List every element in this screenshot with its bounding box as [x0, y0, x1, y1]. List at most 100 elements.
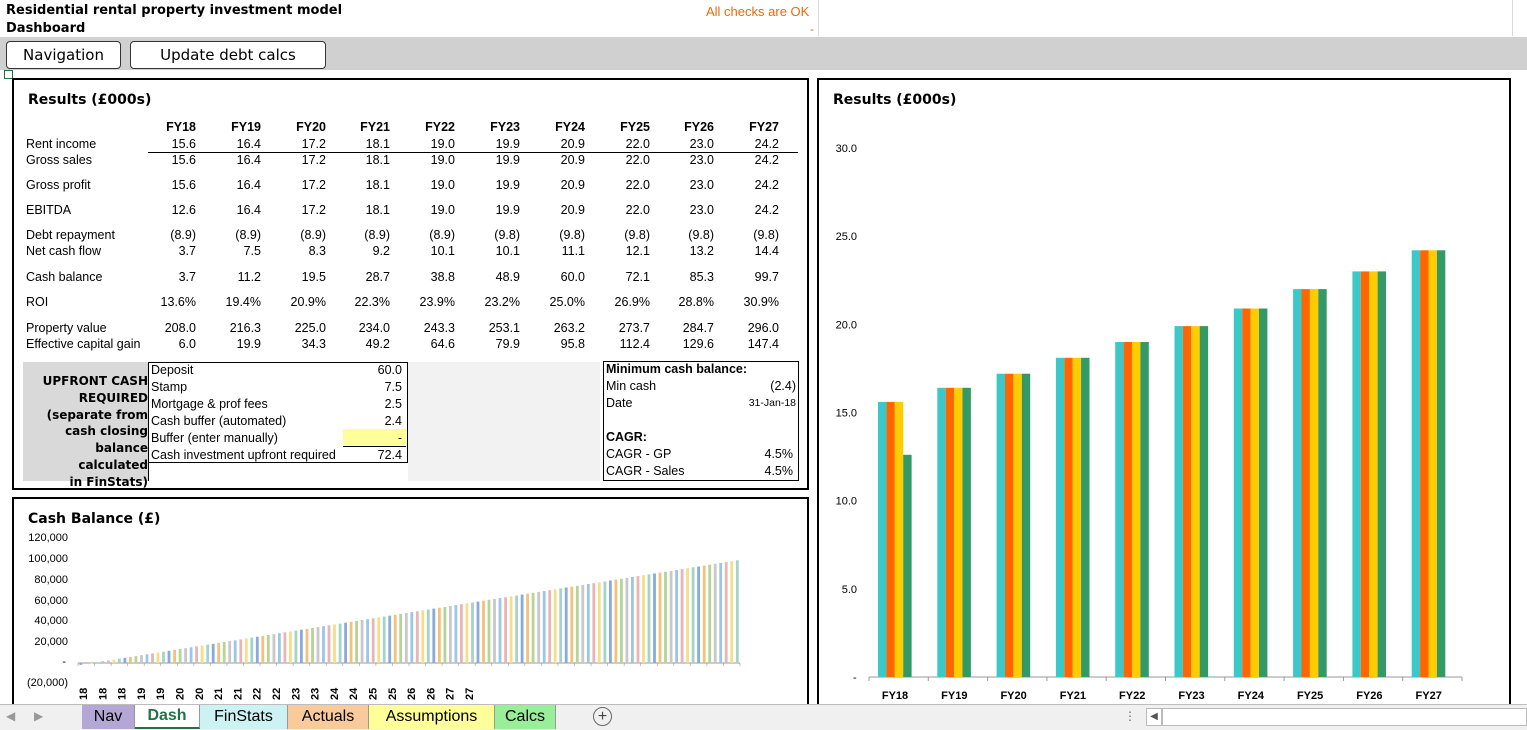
row-label: ROI [26, 295, 49, 309]
table-cell: 20.9 [560, 153, 585, 167]
cash-y-tick: - [62, 656, 66, 668]
table-cell: 3.7 [178, 244, 196, 258]
table-cell: (8.9) [429, 228, 455, 242]
bar-mark [1115, 342, 1124, 677]
table-cell: 10.1 [430, 244, 455, 258]
table-cell: 9.2 [372, 244, 390, 258]
table-cell: 60.0 [560, 270, 585, 284]
bar-mark [945, 387, 955, 677]
total-line [343, 446, 406, 447]
upfront-gap-bg [408, 362, 600, 481]
table-cell: 22.0 [625, 137, 650, 151]
cash-bar [531, 592, 535, 663]
bar-mark [894, 401, 904, 677]
year-header: FY21 [360, 120, 390, 134]
table-cell: 3.7 [178, 270, 196, 284]
results-bar-chart: 30.0 25.0 20.0 15.0 10.0 5.0 - FY18 FY19 FY20 FY21… [836, 143, 1463, 702]
table-cell: 24.2 [754, 137, 779, 151]
table-cell: 243.3 [423, 321, 455, 335]
cash-bar [360, 620, 364, 663]
cash-bar [520, 594, 524, 663]
scroll-right-icon[interactable]: ▶ [34, 709, 44, 723]
table-cell: 16.4 [236, 203, 261, 217]
bar-mark [996, 373, 1005, 677]
buffer-input[interactable] [343, 429, 406, 445]
upfront-item-value[interactable]: - [397, 431, 402, 445]
table-cell: 24.2 [754, 178, 779, 192]
cash-bar [366, 619, 369, 663]
scroll-left-icon[interactable]: ◀ [6, 709, 16, 723]
cash-y-tick: 100,000 [28, 553, 68, 565]
cash-x-tick-label: 20 [194, 688, 206, 700]
year-header: FY22 [425, 120, 455, 134]
tab-assumptions[interactable]: Assumptions [369, 705, 495, 729]
table-cell: 19.9 [495, 178, 520, 192]
cash-bar [261, 635, 265, 663]
mincash-box [603, 361, 799, 481]
table-cell: 19.4% [225, 295, 261, 309]
cash-bar [189, 647, 193, 663]
cash-bar [206, 644, 210, 663]
table-cell: 16.4 [236, 178, 261, 192]
cash-bar [344, 622, 347, 663]
bar-mark [1174, 326, 1183, 677]
cash-bar [167, 650, 171, 663]
cash-x-tick-label: 18 [78, 688, 90, 700]
tab-calcs[interactable]: Calcs [495, 705, 556, 729]
add-sheet-icon[interactable]: + [593, 707, 612, 726]
upfront-heading-line: cash closing [65, 424, 148, 439]
table-cell: 18.1 [365, 153, 390, 167]
table-cell: (8.9) [364, 228, 390, 242]
resize-handle-icon[interactable]: ⋮ [1124, 709, 1136, 723]
cash-bar [509, 596, 513, 663]
selected-cell[interactable] [4, 70, 13, 79]
table-cell: 38.8 [430, 270, 455, 284]
year-header: FY23 [490, 120, 520, 134]
cash-bar [327, 625, 331, 663]
cash-y-tick: 80,000 [34, 574, 68, 586]
hscroll-left-icon[interactable]: ◀ [1146, 708, 1162, 726]
tab-finstats[interactable]: FinStats [200, 705, 288, 729]
cash-x-tick-label: 19 [155, 688, 167, 700]
cash-bar [239, 639, 243, 663]
table-cell: 18.1 [365, 203, 390, 217]
cash-x-tick-label: 26 [406, 688, 418, 700]
table-cell: 34.3 [301, 337, 326, 351]
cash-bar [272, 634, 276, 663]
cash-bar [548, 590, 552, 663]
bar-mark [1072, 357, 1082, 677]
cash-bar [642, 575, 645, 663]
cash-bar [609, 580, 612, 663]
table-cell: 6.0 [178, 337, 196, 351]
cagr-sales-value: 4.5% [764, 464, 794, 478]
tab-dash[interactable]: Dash [135, 705, 200, 729]
table-cell: 19.5 [301, 270, 326, 284]
cash-bar [278, 633, 281, 663]
bar-mark [903, 454, 912, 677]
bar-mark [1377, 271, 1386, 677]
upfront-item-label: Deposit [151, 363, 194, 377]
cash-bar [553, 589, 557, 663]
cash-bar [151, 653, 154, 663]
mincash-value: (2.4) [770, 379, 796, 393]
update-debt-calcs-button[interactable]: Update debt calcs [130, 41, 326, 69]
results-chart-panel [817, 78, 1511, 712]
tab-actuals[interactable]: Actuals [288, 705, 369, 729]
cash-bar [311, 628, 314, 663]
checks-value: - [810, 22, 814, 36]
cash-bar [631, 577, 634, 663]
tab-nav[interactable]: Nav [82, 705, 135, 729]
cash-bar [255, 636, 259, 663]
year-header: FY27 [749, 120, 779, 134]
table-cell: 19.0 [430, 153, 455, 167]
table-cell: 18.1 [365, 178, 390, 192]
horizontal-scrollbar[interactable] [1162, 708, 1527, 726]
bar-mark [878, 401, 887, 677]
table-cell: 14.4 [754, 244, 779, 258]
cash-bar [443, 606, 447, 663]
cash-bar [393, 614, 397, 663]
table-cell: 19.9 [495, 153, 520, 167]
bar-x-tick-label: FY22 [1119, 690, 1145, 702]
cash-bar [338, 623, 342, 663]
navigation-button[interactable]: Navigation [6, 41, 121, 69]
